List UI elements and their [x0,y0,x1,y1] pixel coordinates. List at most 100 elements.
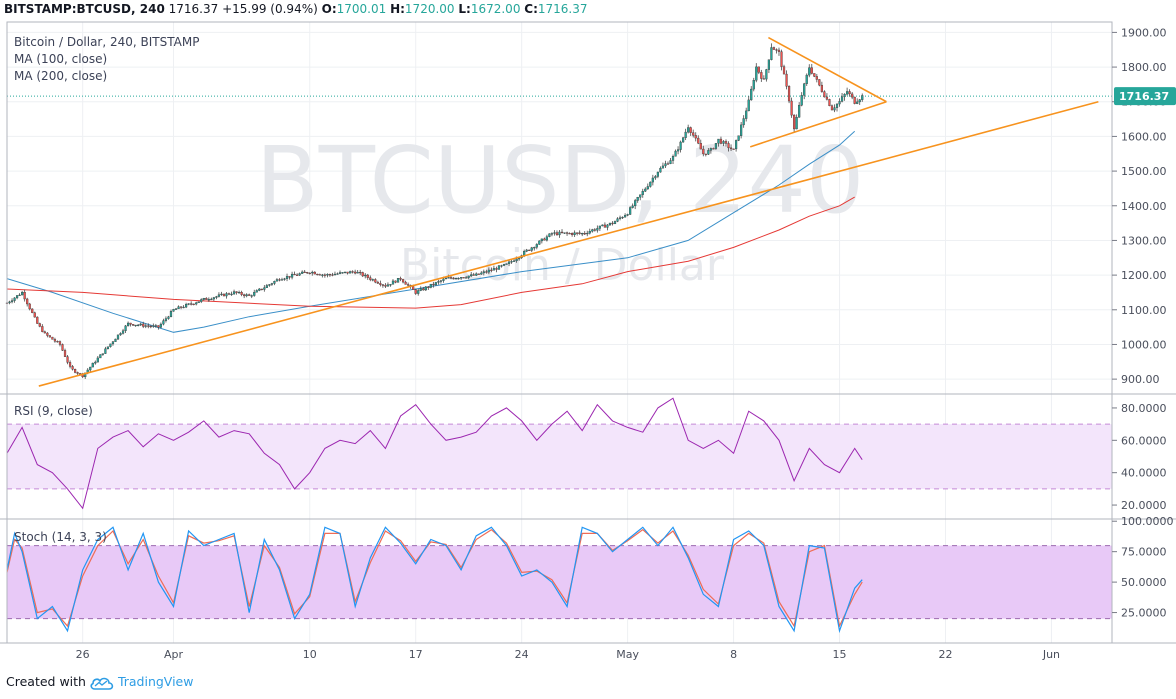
rsi-tick-0: 80.0000 [1121,402,1167,415]
legend-ma100: MA (100, close) [14,52,107,66]
candle [840,92,844,103]
time-tick-9: Jun [1042,648,1060,661]
candle-body [240,292,243,295]
candle-body [263,287,266,290]
candle-body [137,324,140,326]
candle [230,291,233,296]
candle [139,322,142,327]
candle-body [848,91,851,95]
candle-body [858,99,861,103]
candle [33,311,36,318]
candle-body [187,303,190,305]
candle-body [603,224,607,228]
candle [283,277,286,281]
time-tick-2: 10 [303,648,317,661]
candle [460,277,463,281]
candle-body [808,67,811,76]
tradingview-cloud-icon [90,677,114,690]
time-axis[interactable]: 26 Apr 10 17 24 May 8 15 22 Jun [76,648,1060,661]
candle [384,283,387,289]
candle-body [200,299,203,302]
candle [666,161,670,165]
candle [106,346,110,350]
candle-body [732,148,735,150]
candle-body [490,269,493,271]
candle-body [225,293,228,297]
candle-body [147,325,150,327]
candle [58,340,62,347]
candle [818,79,821,87]
candle [664,160,667,169]
candle-body [810,67,813,74]
candle-body [21,292,24,296]
candle [533,246,536,251]
candle-body [179,306,183,308]
candle [366,273,369,280]
candle-body [389,284,392,286]
candle-body [18,294,21,296]
candle-body [820,84,823,92]
candle-body [601,224,604,227]
candle-body [505,263,508,265]
tradingview-link[interactable]: TradingView [117,674,194,689]
candle [76,371,79,375]
candle-body [500,265,503,267]
candle-body [230,293,233,296]
candle-body [412,286,415,290]
time-tick-3: 17 [409,648,423,661]
candle-body [142,323,145,327]
candle-body [260,288,263,290]
candle [167,315,170,320]
candle-body [719,138,723,144]
candle-body [525,249,528,252]
candle [298,272,301,276]
candle [550,232,554,237]
watermark: BTCUSD, 240 Bitcoin / Dollar [256,127,865,291]
candle-body [465,277,468,279]
candle [46,332,49,338]
candle [313,271,316,275]
candle [13,297,16,303]
candle-body [694,135,697,139]
candle-body [162,320,165,325]
candle [679,140,682,153]
candle [152,323,155,328]
candle [737,135,740,142]
candle-body [394,280,397,283]
candle [104,346,107,354]
candle-body [243,294,246,297]
candle-body [457,277,460,280]
price-tick-0: 1900.00 [1121,26,1167,39]
candle-body [740,124,743,136]
candle [177,305,180,310]
symbol-header: BITSTAMP:BTCUSD, 240 1716.37 +15.99 (0.9… [4,2,588,16]
candle [237,290,241,294]
candle [782,64,786,75]
candle [124,325,127,334]
candle [66,354,69,365]
candle [598,225,601,232]
candle [359,269,362,276]
candle [568,232,571,235]
candle [149,324,152,329]
candle-body [258,288,261,291]
candle [674,149,677,157]
candle-body [43,331,46,334]
candle-body [530,247,533,251]
trendlines[interactable] [38,36,1099,387]
candle-body [785,73,788,87]
candle-body [803,83,806,96]
candle [803,82,806,100]
price-axis[interactable]: 1900.001800.001700.001600.001500.001400.… [1112,26,1176,620]
candle-body [89,366,92,371]
candle-body [588,231,591,234]
symbol-label[interactable]: BITSTAMP:BTCUSD, 240 [4,2,165,16]
candle-body [404,281,407,285]
candle [424,285,427,292]
candle [51,336,54,340]
candle [750,86,753,101]
candle-body [830,105,834,111]
candle-body [629,207,632,215]
candle-body [336,273,339,275]
candle [659,166,662,173]
